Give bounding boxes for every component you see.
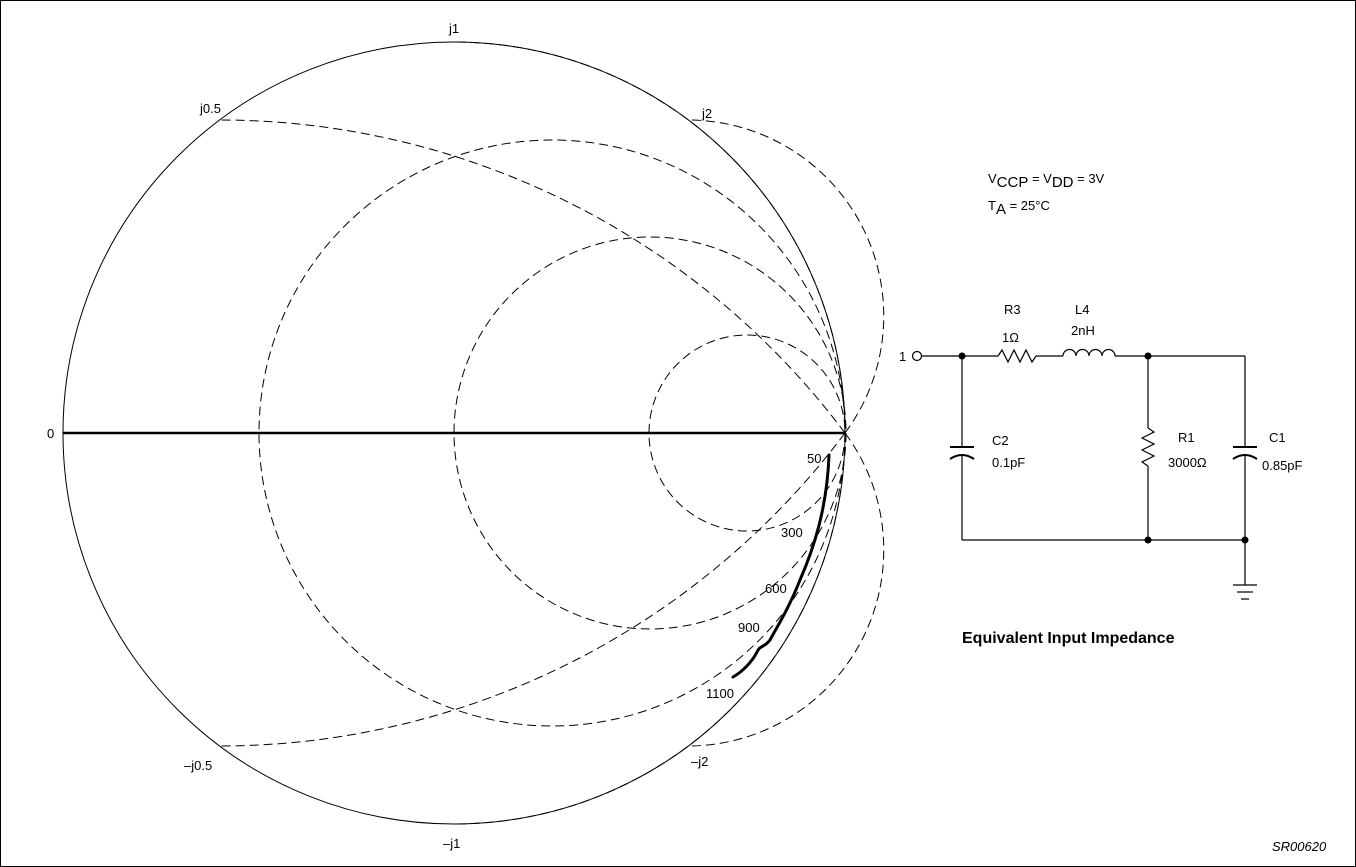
l4-inductor <box>1062 348 1116 357</box>
r1-resistor <box>1140 427 1156 467</box>
reactance-arc-mj05 <box>218 432 846 747</box>
freq-label-900: 900 <box>738 620 760 635</box>
vccp-equals: = V <box>1028 171 1052 186</box>
figure-reference: SR00620 <box>1272 839 1327 854</box>
label-j1: j1 <box>448 21 459 36</box>
label-mj05: –j0.5 <box>184 758 212 773</box>
ground-icon <box>1233 584 1257 600</box>
freq-label-50: 50 <box>807 451 821 466</box>
r1-name: R1 <box>1178 430 1195 445</box>
vccp-subscript: CCP <box>997 174 1029 191</box>
reactance-arc-j2 <box>688 119 885 434</box>
label-zero: 0 <box>47 426 54 441</box>
c2-name: C2 <box>992 433 1009 448</box>
r3-name: R3 <box>1004 302 1021 317</box>
v-value: = 3V <box>1074 171 1105 186</box>
junction-bottom-mid <box>1144 536 1152 544</box>
r3-resistor <box>997 348 1037 364</box>
condition-vccp-vdd: VCCP = VDD = 3V <box>988 171 1105 191</box>
smith-chart: 0 j1 j0.5 j2 –j0.5 –j1 –j2 50 300 600 90… <box>47 21 885 851</box>
conditions-block: VCCP = VDD = 3V TA = 25°C <box>988 171 1105 218</box>
impedance-trace <box>731 453 831 679</box>
condition-ta: TA = 25°C <box>988 198 1050 218</box>
c1-name: C1 <box>1269 430 1286 445</box>
equivalent-circuit: 1 <box>899 302 1303 647</box>
resistance-circle-1 <box>453 236 847 630</box>
label-mj1: –j1 <box>443 836 460 851</box>
circuit-title: Equivalent Input Impedance <box>962 630 1175 647</box>
input-terminal <box>911 350 923 362</box>
c2-value: 0.1pF <box>992 455 1025 470</box>
junction-bottom-right <box>1241 536 1249 544</box>
ta-value: = 25°C <box>1006 198 1050 213</box>
node-label: 1 <box>899 349 906 364</box>
vdd-subscript: DD <box>1052 174 1074 191</box>
l4-value: 2nH <box>1071 323 1095 338</box>
label-mj2: –j2 <box>691 754 708 769</box>
freq-label-300: 300 <box>781 525 803 540</box>
freq-label-1100: 1100 <box>706 686 734 701</box>
label-j2: j2 <box>701 106 712 121</box>
reactance-arc-mj2 <box>688 432 885 747</box>
label-j05: j0.5 <box>199 101 221 116</box>
reactance-arc-j05 <box>218 119 846 434</box>
l4-name: L4 <box>1075 302 1089 317</box>
ta-subscript: A <box>996 201 1006 218</box>
reactance-arc-j1 <box>453 41 846 434</box>
reactance-arc-mj1 <box>453 432 846 825</box>
freq-label-600: 600 <box>765 581 787 596</box>
c1-value: 0.85pF <box>1262 458 1303 473</box>
r3-value: 1Ω <box>1002 330 1019 345</box>
r1-value: 3000Ω <box>1168 455 1207 470</box>
